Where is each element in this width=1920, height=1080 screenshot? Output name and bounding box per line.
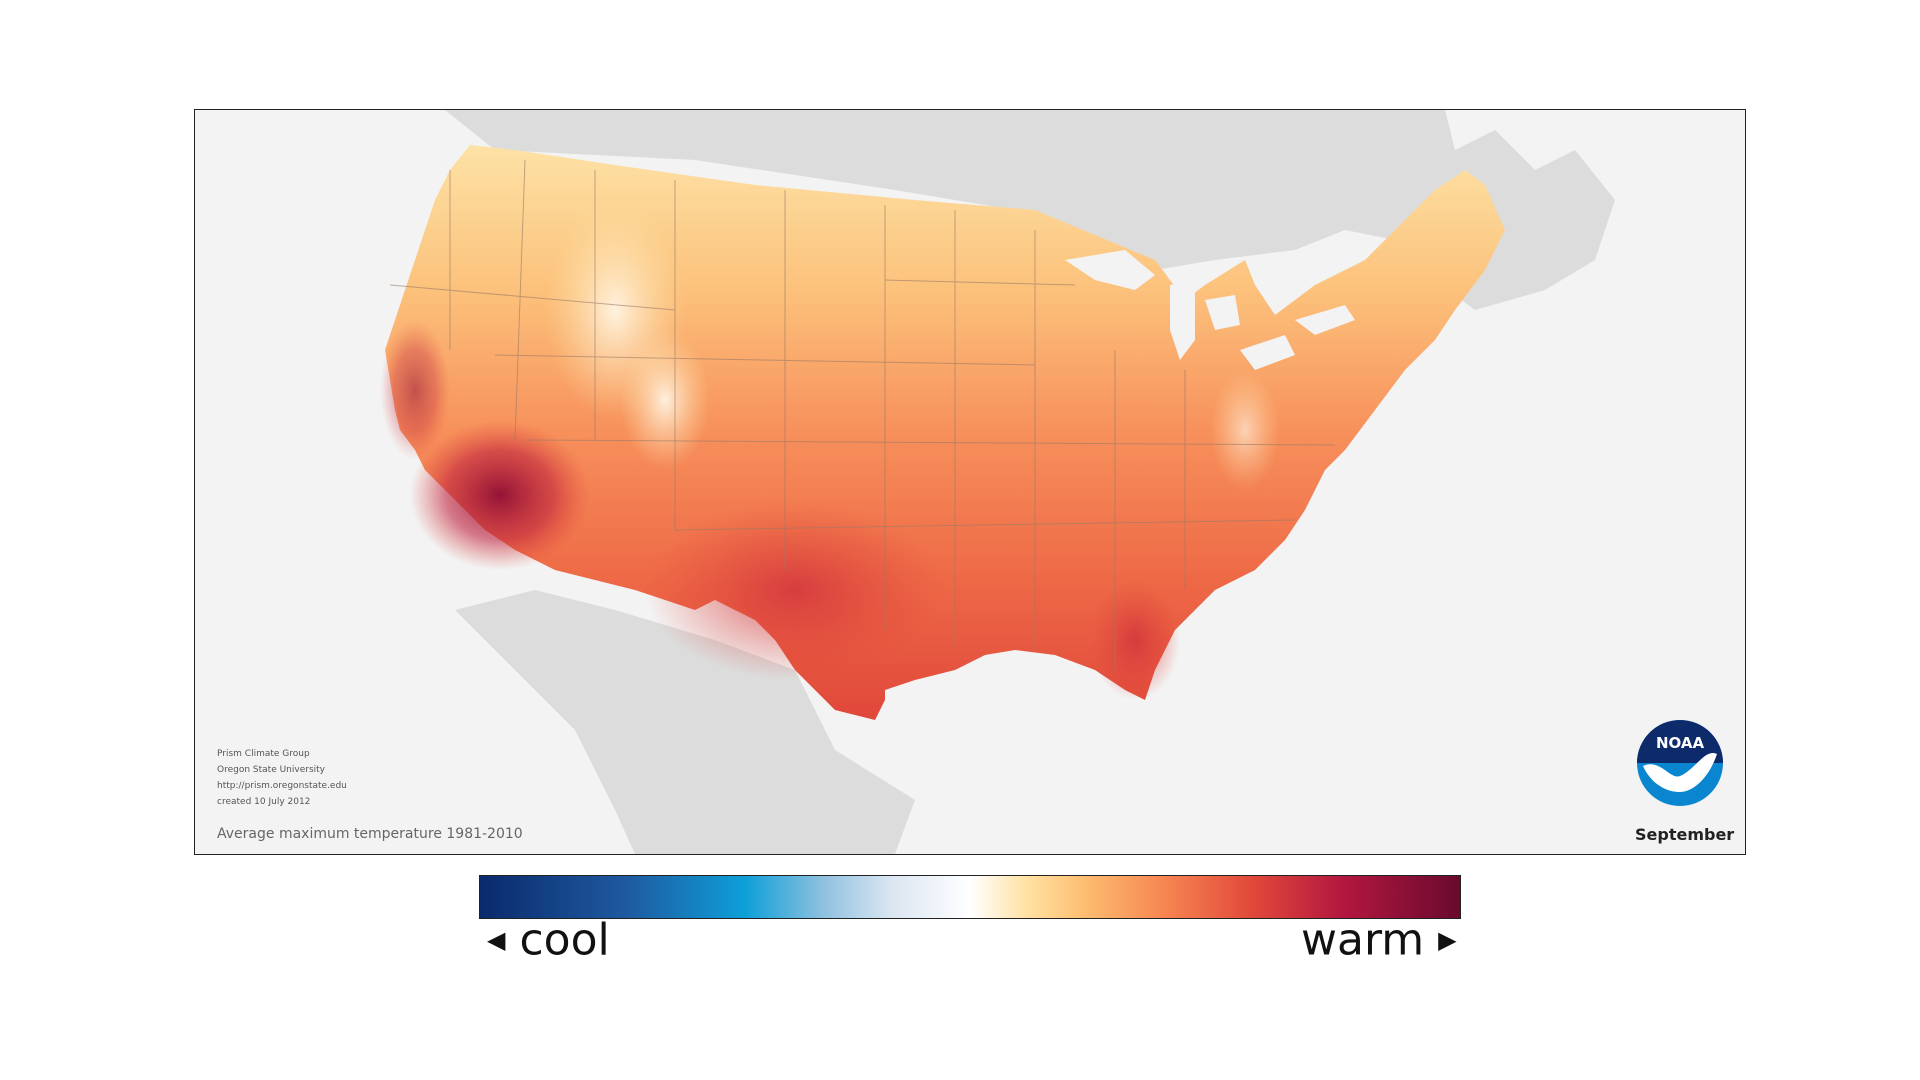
colorado-cool — [620, 330, 710, 470]
noaa-logo-text: NOAA — [1656, 734, 1705, 752]
cool-legend-label: ◀ cool — [487, 912, 610, 966]
mexico-landmass — [455, 590, 915, 854]
state-borders — [389, 159, 1336, 670]
map-caption: Average maximum temperature 1981-2010 — [217, 826, 523, 842]
map-graphic — [380, 110, 1615, 854]
cool-label-text: cool — [519, 914, 610, 966]
right-arrow-icon: ▶ — [1438, 926, 1457, 954]
noaa-logo: NOAA — [1637, 720, 1723, 806]
data-credits: Prism Climate Group Oregon State Univers… — [217, 746, 347, 810]
month-label: September — [1635, 825, 1735, 844]
warm-label-text: warm — [1301, 914, 1425, 966]
credit-line-organization: Prism Climate Group — [217, 749, 310, 759]
credit-line-url[interactable]: http://prism.oregonstate.edu — [217, 781, 347, 791]
appalachian-cool — [1210, 370, 1280, 490]
texas-warm — [645, 500, 945, 680]
credit-line-date: created 10 July 2012 — [217, 797, 311, 807]
credit-line-university: Oregon State University — [217, 765, 325, 775]
warm-legend-label: warm ▶ — [1301, 912, 1457, 966]
central-valley-warm — [380, 320, 450, 460]
desert-southwest-hotspot — [410, 420, 590, 570]
left-arrow-icon: ◀ — [487, 926, 506, 954]
florida-warm — [1090, 580, 1180, 700]
temperature-colorbar — [479, 875, 1461, 919]
temperature-map: Prism Climate Group Oregon State Univers… — [194, 109, 1746, 855]
great-lakes — [1065, 250, 1355, 370]
